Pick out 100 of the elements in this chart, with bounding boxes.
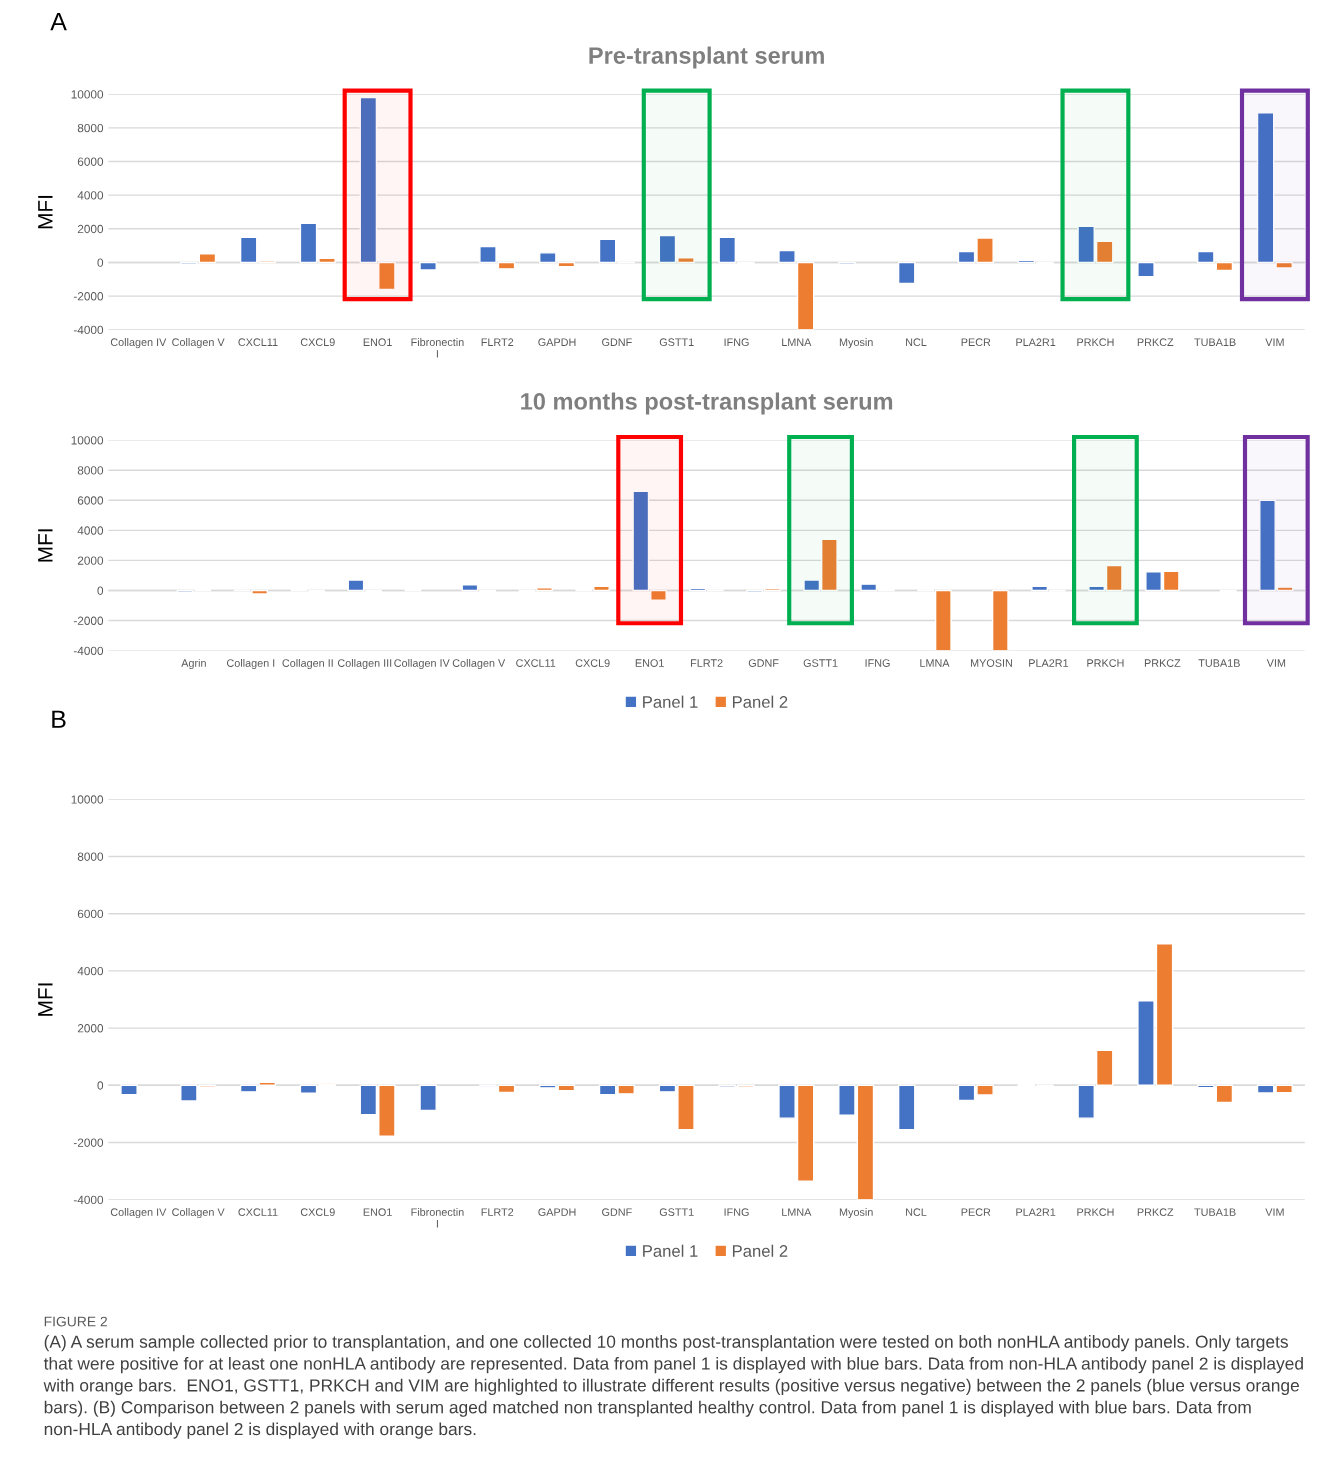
x-tick-label: IFNG (865, 659, 890, 667)
y-tick-label: 8000 (77, 123, 104, 133)
x-tick-label: GAPDH (538, 338, 576, 347)
y-tick-label: 0 (97, 1081, 104, 1090)
y-tick-label: 10000 (71, 436, 104, 445)
x-tick-label: GAPDH (538, 1208, 576, 1216)
y-tick-label: 4000 (77, 191, 104, 200)
bar (991, 589, 1009, 651)
y-tick-label: -2000 (73, 292, 104, 301)
x-tick-label: ENO1 (363, 1208, 392, 1216)
x-tick-label: PRKCZ (1144, 659, 1181, 667)
x-tick-label: PLA2R1 (1029, 659, 1069, 667)
y-tick-label: -2000 (73, 1138, 104, 1147)
y-tick-label: -2000 (73, 616, 104, 625)
x-tick-label: GSTT1 (803, 659, 838, 667)
x-tick-label: IFNG (724, 1208, 749, 1216)
x-tick-label: CXCL11 (238, 1208, 278, 1216)
x-tick-label: GDNF (602, 1208, 632, 1216)
x-tick-label: MYOSIN (970, 659, 1012, 667)
y-tick-label: 10000 (71, 90, 104, 99)
x-tick-label: GDNF (602, 338, 632, 347)
bar (120, 1084, 138, 1096)
x-tick-label: Collagen V (172, 338, 225, 349)
x-tick-label: TUBA1B (1194, 338, 1236, 347)
x-tick-label: Collagen III (337, 658, 392, 670)
x-tick-label: CXCL11 (516, 659, 556, 667)
x-tick-label: LMNA (782, 1208, 812, 1216)
x-tick-label: PRKCH (1077, 338, 1114, 347)
x-tick-label: Agrin (181, 658, 206, 670)
x-tick-label: FLRT2 (691, 659, 723, 667)
caption: FIGURE 2 (44, 1316, 107, 1327)
y-tick-label: 2000 (77, 224, 104, 234)
x-tick-label: TUBA1B (1194, 1208, 1236, 1216)
x-tick-label: Collagen II (282, 658, 333, 670)
chart-title: 10 months post-transplant serum (521, 392, 893, 415)
y-axis-title: MFI (38, 983, 53, 1016)
bar (897, 1084, 916, 1131)
y-tick-label: 0 (97, 586, 104, 595)
y-tick-label: 0 (97, 258, 104, 267)
x-tick-label: PRKCZ (1137, 1208, 1174, 1216)
text: (A) A serum sample collected prior to transplantation, and one collected 10 months post-transplantation were tested on both nonHLA antibody panels. Only targets that were positive for at least one nonHLA antibody are represented. Data from panel 1 is displayed with blue bars. Data from non-HLA antibody panel 2 is displayed with orange bars. ENO1, GSTT1, PRKCH and VIM are highlighted to illustrate different results (positive versus negative) between the 2 panels (blue versus orange bars). (B) Comparison between 2 panels with serum aged matched non transplanted healthy control. Data from panel 1 is displayed with blue bars. Data from non-HLA antibody panel 2 is displayed with orange bars. (43, 1335, 1303, 1439)
x-tick-label: CXCL9 (575, 659, 610, 667)
x-tick-label: NCL (906, 1208, 927, 1216)
x-tick-label: PRKCH (1077, 1208, 1114, 1216)
chart-title: Pre-transplant serum (589, 46, 824, 69)
x-tick-label: Collagen IV (394, 658, 450, 670)
x-tick-label: Collagen V (172, 1208, 225, 1219)
bar (1137, 261, 1155, 278)
x-tick-label: VIM (1265, 1208, 1284, 1216)
x-tick-label: PECR (961, 1208, 991, 1216)
y-tick-label: 8000 (77, 852, 104, 861)
x-tick-label: Fibronectin I (411, 338, 464, 358)
x-tick-label: Collagen IV (110, 338, 167, 349)
legend-label: Panel 1 (643, 1244, 698, 1257)
y-tick-label: 6000 (77, 157, 104, 166)
x-tick-label: ENO1 (363, 338, 392, 347)
x-tick-label: LMNA (782, 338, 812, 346)
x-tick-label: FLRT2 (481, 1208, 514, 1216)
y-tick-label: -4000 (73, 1195, 104, 1205)
x-tick-label: GDNF (748, 659, 779, 667)
x-tick-label: IFNG (724, 338, 749, 347)
x-tick-label: GSTT1 (659, 1208, 694, 1216)
y-tick-label: 6000 (77, 909, 104, 919)
x-tick-label: CXCL11 (238, 338, 278, 347)
bar (897, 261, 916, 285)
y-tick-label: -4000 (73, 646, 104, 656)
x-tick-label: TUBA1B (1198, 659, 1240, 667)
x-tick-label: PECR (961, 338, 991, 347)
text: A (50, 12, 67, 31)
x-tick-label: CXCL9 (300, 1208, 335, 1216)
legend-label: Panel 1 (643, 695, 698, 708)
x-tick-label: CXCL9 (300, 338, 335, 347)
x-tick-label: VIM (1265, 338, 1284, 346)
y-tick-label: 4000 (77, 966, 104, 976)
y-axis-title: MFI (38, 529, 53, 562)
x-tick-label: PLA2R1 (1016, 338, 1056, 346)
x-tick-label: VIM (1266, 659, 1286, 667)
x-tick-label: PRKCZ (1137, 338, 1174, 347)
x-tick-label: Myosin (839, 1208, 873, 1219)
x-tick-label: FLRT2 (481, 338, 514, 346)
y-tick-label: 6000 (77, 496, 104, 505)
y-axis-title: MFI (38, 195, 53, 229)
x-tick-label: Collagen V (452, 658, 506, 670)
x-tick-label: LMNA (920, 659, 950, 667)
x-tick-label: GSTT1 (659, 338, 694, 347)
y-tick-label: 2000 (77, 556, 104, 565)
y-tick-label: 4000 (77, 526, 104, 535)
x-tick-label: NCL (906, 338, 927, 347)
text: B (52, 710, 66, 728)
y-tick-label: -4000 (73, 325, 104, 335)
x-tick-label: Collagen I (226, 658, 275, 670)
legend-label: Panel 2 (732, 695, 788, 708)
y-tick-label: 10000 (71, 795, 104, 804)
x-tick-label: ENO1 (635, 659, 664, 667)
x-tick-label: PRKCH (1087, 659, 1124, 667)
x-tick-label: Myosin (839, 338, 873, 349)
bar (419, 1084, 437, 1112)
x-tick-label: Fibronectin I (411, 1208, 464, 1228)
y-tick-label: 2000 (77, 1024, 104, 1033)
bar (419, 261, 437, 271)
